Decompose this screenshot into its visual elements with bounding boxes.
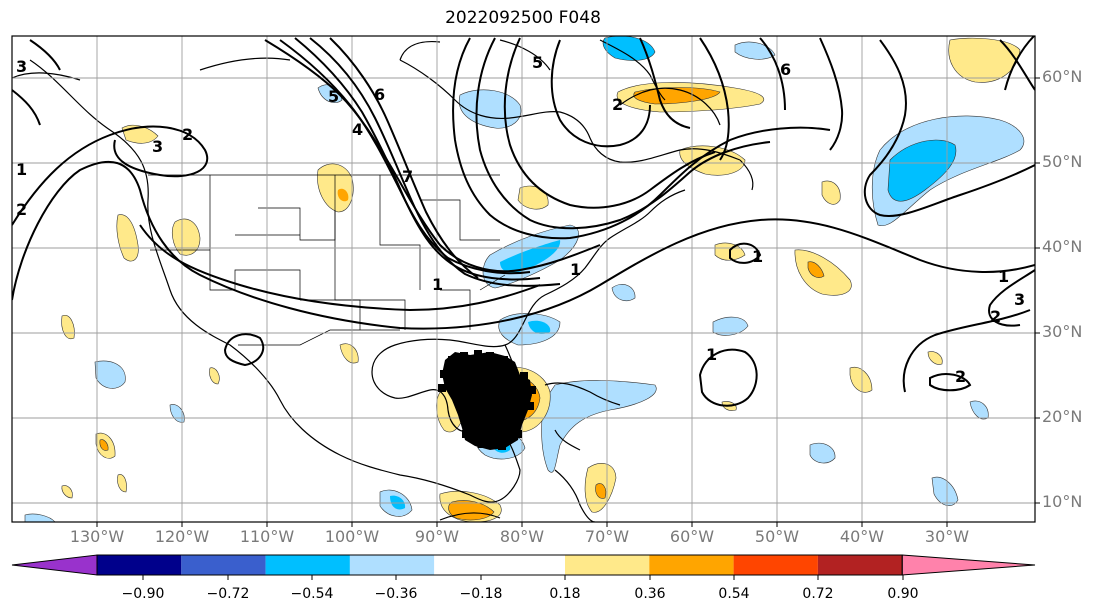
contour-label: 6 [780, 60, 791, 79]
contour-label: 1 [706, 345, 717, 364]
colorbar-tick-label: −0.54 [290, 586, 334, 602]
colorbar-tick-label: 0.90 [887, 586, 919, 602]
colorbar-segment [733, 555, 818, 575]
contour-label: 5 [328, 87, 339, 106]
political-boundaries [148, 174, 506, 346]
contour-label: 2 [955, 367, 966, 386]
lat-label: 40°N [1042, 237, 1083, 256]
contour-label: 3 [152, 137, 163, 156]
colorbar-tick-label: 0.54 [718, 586, 750, 602]
contour-label-group: 3 2 1 2 3 4 5 6 7 5 6 2 1 1 1 1 3 2 2 1 [16, 53, 1025, 386]
axis-ticks [96, 77, 1040, 527]
contour-label: 1 [998, 267, 1009, 286]
lon-label: 100°W [324, 527, 380, 546]
colorbar-segment [97, 555, 182, 575]
lon-label: 70°W [584, 527, 630, 546]
contour-label: 1 [16, 160, 27, 179]
contour-label: 2 [990, 307, 1001, 326]
contour-label: 2 [182, 125, 193, 144]
lon-label: 60°W [669, 527, 715, 546]
colorbar-segment [181, 555, 266, 575]
colorbar-tick-label: 0.36 [634, 586, 666, 602]
lon-label: 110°W [239, 527, 295, 546]
colorbar-tick-label: 0.72 [802, 586, 834, 602]
colorbar-tick-label: −0.36 [374, 586, 418, 602]
colorbar-segment [434, 555, 519, 575]
lon-label: 130°W [69, 527, 125, 546]
map-title: 2022092500 F048 [445, 8, 601, 28]
contour-label: 2 [16, 200, 27, 219]
contour-lines [12, 36, 1035, 407]
contour-label: 3 [1014, 290, 1025, 309]
map-frame [11, 35, 1036, 523]
contour-label: 5 [532, 53, 543, 72]
contour-label: 6 [374, 85, 385, 104]
lat-label: 50°N [1042, 152, 1083, 171]
black-marker-cluster [438, 350, 536, 450]
contour-label: 3 [16, 57, 27, 76]
lon-label: 40°W [839, 527, 885, 546]
contour-label: 7 [402, 167, 413, 186]
contour-label: 1 [570, 260, 581, 279]
colorbar-extend-high [901, 554, 1036, 576]
colorbar-segment [817, 555, 903, 575]
colorbar-segment [649, 555, 734, 575]
colorbar-extend-low [11, 554, 98, 576]
lon-label: 120°W [154, 527, 210, 546]
lon-label: 50°W [754, 527, 800, 546]
lat-label: 60°N [1042, 67, 1083, 86]
colorbar-tick-label: −0.18 [459, 586, 503, 602]
colorbar [11, 554, 1036, 580]
lat-label: 20°N [1042, 407, 1083, 426]
lon-label: 80°W [499, 527, 545, 546]
colorbar-tick-label: 0.18 [549, 586, 581, 602]
colorbar-tick-label: −0.72 [206, 586, 250, 602]
colorbar-segment [565, 555, 650, 575]
colorbar-tick-label: −0.90 [121, 586, 165, 602]
contour-label: 1 [432, 275, 443, 294]
lon-label: 30°W [924, 527, 970, 546]
lat-label: 30°N [1042, 322, 1083, 341]
lon-label: 90°W [414, 527, 460, 546]
contour-label: 2 [612, 95, 623, 114]
contour-label: 4 [352, 120, 363, 139]
map-panel: 3 2 1 2 3 4 5 6 7 5 6 2 1 1 1 1 3 2 2 1 [12, 36, 1035, 522]
colorbar-segment [265, 555, 350, 575]
contour-label: 1 [752, 247, 763, 266]
colorbar-segment [349, 555, 435, 575]
lat-label: 10°N [1042, 492, 1083, 511]
